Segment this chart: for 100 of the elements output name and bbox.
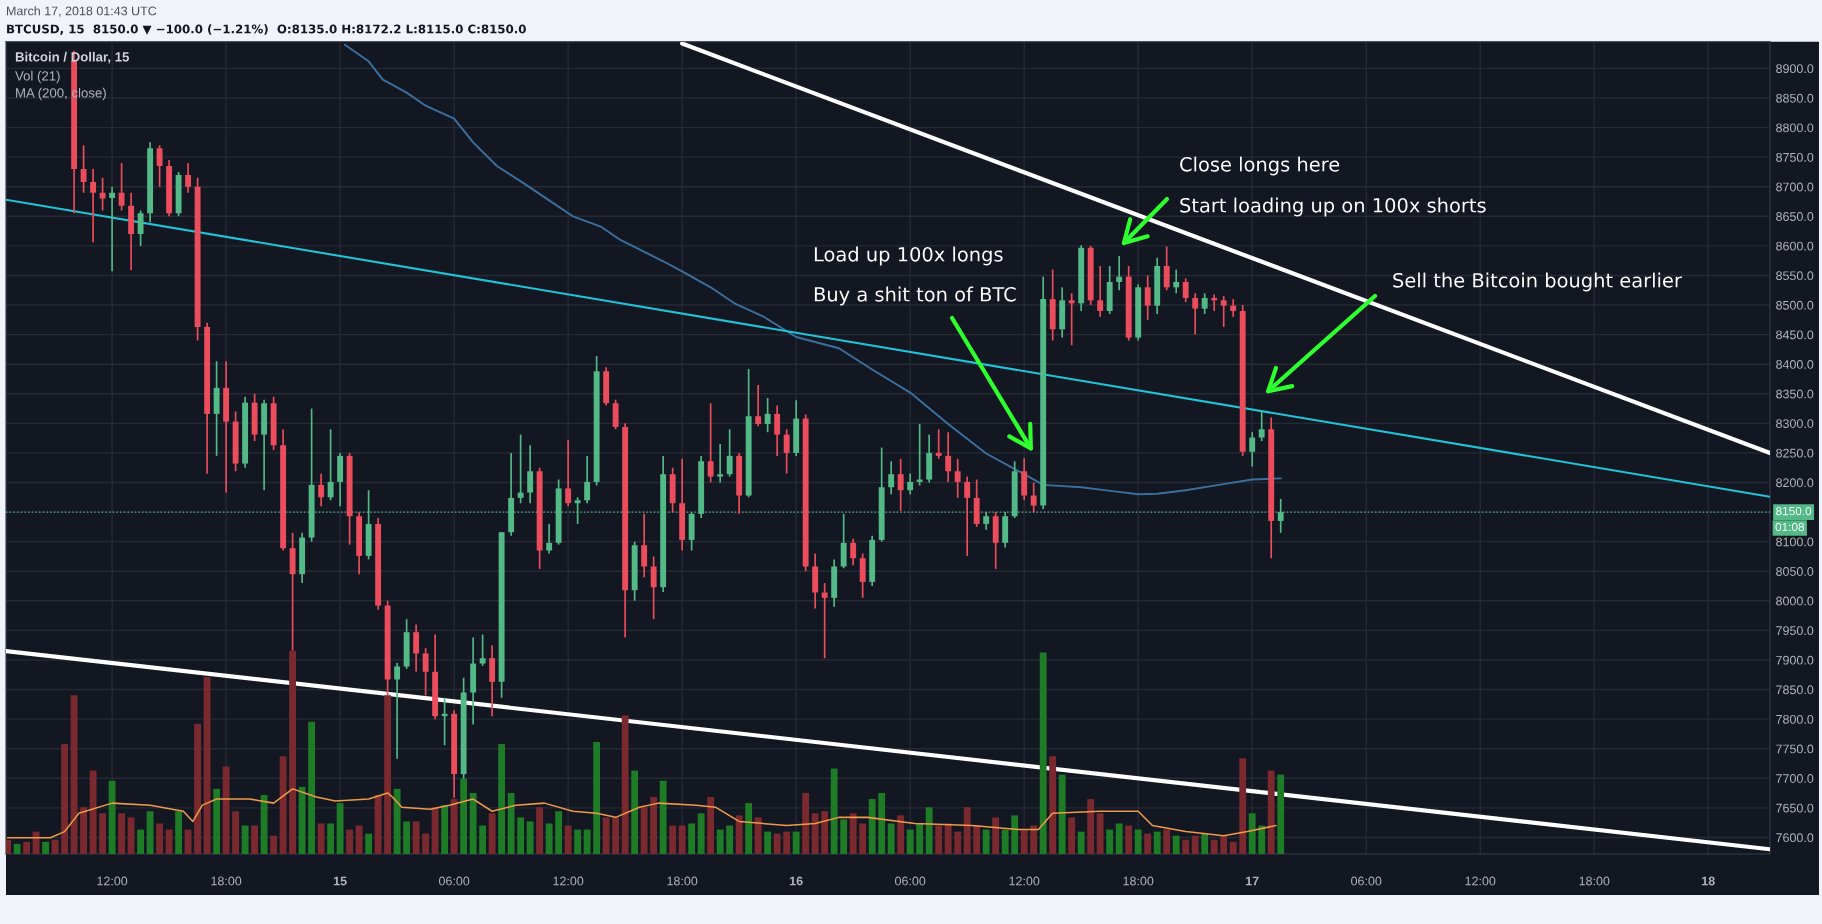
bar: [450, 799, 458, 854]
annotation: Sell the Bitcoin bought earlier: [1393, 272, 1682, 292]
y-tick-label: 7700.0: [1776, 774, 1814, 783]
candlestick: [137, 209, 144, 247]
y-tick-label: 8200.0: [1776, 478, 1814, 488]
candlestick: [1173, 268, 1180, 295]
candlestick: [1201, 292, 1208, 315]
y-tick-label: 7900.0: [1776, 655, 1814, 665]
bar: [346, 829, 354, 854]
candlestick: [954, 458, 961, 499]
bar: [70, 695, 78, 854]
annotation: Load up 100x longs: [814, 246, 1003, 266]
candlestick: [546, 523, 553, 555]
x-tick-label: 12:00: [1009, 876, 1040, 886]
y-tick-label: 8400.0: [1776, 360, 1814, 369]
bar: [802, 792, 810, 854]
candlestick: [859, 552, 866, 599]
y-tick-label: 8650.0: [1776, 212, 1814, 221]
bar: [1182, 839, 1190, 854]
y-tick-label: 8550.0: [1776, 271, 1814, 281]
candlestick: [1182, 277, 1189, 303]
bar: [1229, 841, 1237, 854]
bar: [536, 807, 544, 854]
candlestick: [527, 444, 534, 505]
y-tick-label: 8600.0: [1776, 241, 1814, 251]
bar: [441, 805, 449, 854]
candlestick: [897, 458, 904, 512]
bar: [1144, 833, 1152, 854]
candlestick: [99, 177, 106, 212]
bar: [526, 821, 534, 854]
candlestick: [717, 443, 724, 484]
bar: [1058, 774, 1066, 854]
candlestick: [764, 397, 771, 434]
bar: [365, 833, 373, 854]
bar: [1153, 831, 1161, 854]
bar: [270, 835, 278, 854]
bar: [1172, 835, 1180, 854]
bar: [289, 650, 297, 854]
candlestick: [584, 455, 591, 505]
bar: [1039, 652, 1047, 854]
bar: [317, 823, 325, 854]
x-tick-label: 17: [1246, 876, 1259, 886]
candlestick: [185, 162, 192, 194]
candlestick: [1144, 274, 1151, 321]
bar: [232, 811, 240, 854]
y-tick-label: 8350.0: [1776, 389, 1814, 399]
bar: [13, 843, 21, 854]
bar: [982, 829, 990, 854]
bar: [726, 825, 734, 854]
candlestick: [650, 555, 657, 620]
x-tick-label: 18:00: [1579, 876, 1610, 886]
candlestick: [1258, 410, 1265, 442]
bar: [849, 813, 857, 854]
bar: [1248, 813, 1256, 854]
bar: [821, 811, 829, 854]
ref-line-label: 8150.0: [1776, 506, 1812, 516]
candlestick: [1030, 481, 1037, 513]
bar: [906, 829, 914, 854]
bar: [146, 811, 154, 854]
candlestick: [517, 433, 524, 505]
bar: [213, 788, 221, 854]
bar: [1115, 823, 1123, 854]
bar: [479, 825, 487, 854]
y-tick-label: 7800.0: [1776, 714, 1814, 724]
bar: [488, 813, 496, 854]
y-tick-label: 8750.0: [1776, 152, 1814, 162]
bar: [640, 807, 648, 854]
x-tick-label: 06:00: [438, 876, 470, 886]
bar: [954, 831, 962, 854]
bar: [327, 823, 335, 854]
bar: [697, 813, 705, 854]
candlestick: [935, 428, 942, 460]
bar: [51, 839, 59, 854]
bar: [403, 821, 411, 854]
candlestick: [318, 472, 325, 508]
bar: [1077, 831, 1085, 854]
bar: [887, 823, 895, 854]
bar: [783, 831, 791, 854]
bar: [61, 744, 69, 854]
x-tick-label: 15: [333, 876, 347, 886]
y-tick-label: 8900.0: [1776, 64, 1814, 74]
bar: [925, 807, 933, 854]
bar: [336, 803, 344, 854]
y-tick-label: 8500.0: [1776, 300, 1814, 310]
candlestick: [945, 431, 952, 483]
bar: [1277, 774, 1285, 854]
bar: [1220, 835, 1228, 854]
x-tick-label: 12:00: [97, 876, 128, 886]
x-tick-label: 16: [789, 876, 803, 886]
bar: [754, 817, 762, 854]
bar: [89, 770, 97, 854]
candlestick: [707, 402, 714, 484]
candlestick: [755, 384, 762, 428]
bar: [1030, 825, 1038, 854]
y-tick-label: 7850.0: [1776, 685, 1814, 695]
text: March 17, 2018 01:43 UTC: [7, 6, 157, 17]
bar: [108, 780, 116, 854]
bar: [1267, 770, 1275, 854]
x-tick-label: 06:00: [1351, 876, 1382, 886]
bar: [1011, 815, 1019, 854]
